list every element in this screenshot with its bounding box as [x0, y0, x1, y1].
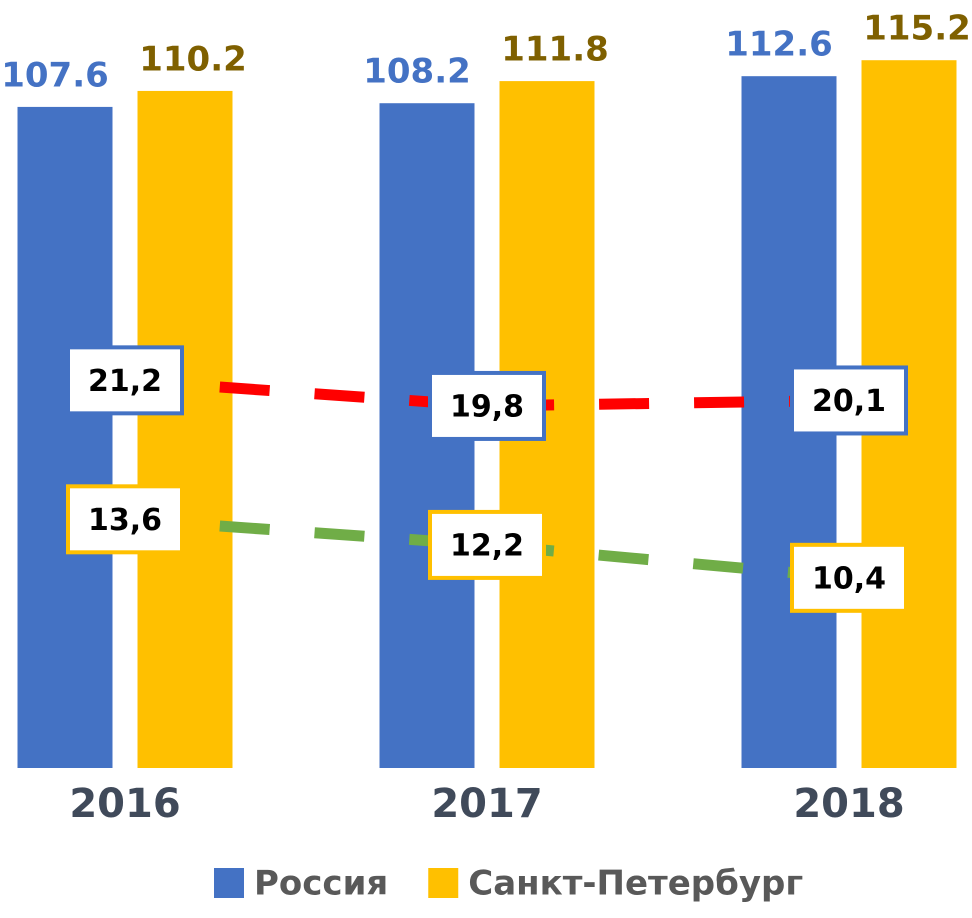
data-label: 112.6 [725, 25, 833, 65]
data-label: 110.2 [139, 39, 247, 79]
data-label: 108.2 [363, 52, 471, 92]
x-tick-label: 2017 [431, 781, 542, 827]
label-box [790, 365, 908, 436]
data-label: 107.6 [1, 55, 109, 95]
label-box [66, 345, 184, 416]
label-box [790, 542, 908, 613]
data-label: 12,2 [450, 528, 524, 563]
legend-swatch [214, 868, 244, 898]
data-label: 21,2 [88, 364, 162, 399]
data-label: 13,6 [88, 503, 162, 538]
data-label: 20,1 [812, 384, 886, 419]
x-tick-label: 2018 [793, 781, 904, 827]
legend-label: Санкт-Петербург [468, 864, 803, 904]
bar [137, 90, 233, 768]
data-label: 10,4 [812, 561, 886, 596]
data-label: 19,8 [450, 389, 524, 424]
line [124, 513, 850, 584]
legend-label: Россия [254, 864, 388, 904]
x-tick-label: 2016 [69, 781, 180, 827]
data-label: 111.8 [501, 30, 609, 70]
label-box [66, 484, 184, 555]
legend-swatch [428, 868, 459, 898]
data-label: 115.2 [863, 9, 971, 49]
line [124, 374, 850, 412]
label-box [428, 509, 546, 580]
bar [17, 106, 113, 769]
label-box [428, 370, 546, 441]
